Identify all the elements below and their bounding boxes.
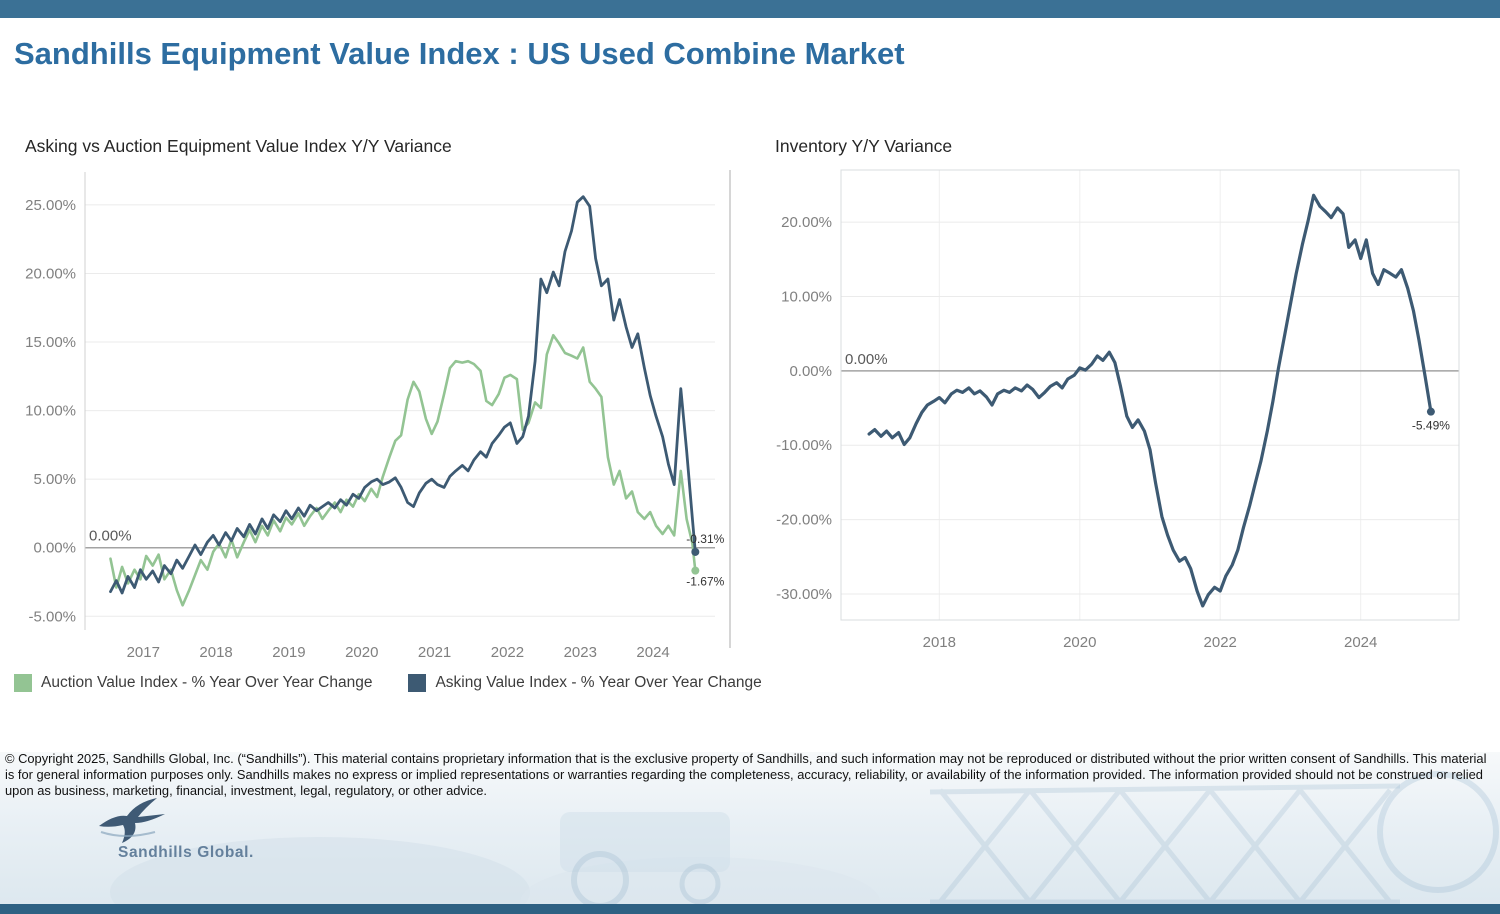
- svg-text:20.00%: 20.00%: [25, 265, 76, 282]
- svg-text:10.00%: 10.00%: [25, 403, 76, 420]
- svg-text:-5.49%: -5.49%: [1412, 419, 1450, 433]
- legend-item-auction: Auction Value Index - % Year Over Year C…: [14, 674, 372, 692]
- svg-text:2022: 2022: [1204, 634, 1237, 651]
- sandhills-logo: Sandhills Global.: [95, 792, 253, 861]
- asking-vs-auction-line-chart: -5.00% 0.00% 5.00% 10.00% 15.00% 20.00% 25.00%…: [25, 172, 725, 661]
- svg-text:2022: 2022: [491, 644, 524, 661]
- svg-text:-1.67%: -1.67%: [686, 575, 724, 589]
- svg-text:2018: 2018: [923, 634, 956, 651]
- logo-text: Sandhills Global.: [118, 844, 254, 861]
- svg-text:2019: 2019: [272, 644, 305, 661]
- svg-text:0.00%: 0.00%: [89, 528, 132, 545]
- inventory-line-chart: -30.00% -20.00% -10.00% 0.00% 10.00% 20.00% 20…: [776, 169, 1460, 651]
- svg-text:10.00%: 10.00%: [781, 288, 832, 305]
- svg-text:2024: 2024: [1344, 634, 1377, 651]
- svg-text:-5.00%: -5.00%: [28, 608, 76, 625]
- svg-text:2023: 2023: [564, 644, 597, 661]
- legend-label-auction: Auction Value Index - % Year Over Year C…: [41, 674, 373, 691]
- asking-series-swatch-icon: [408, 674, 427, 692]
- svg-text:25.00%: 25.00%: [25, 197, 76, 214]
- svg-text:2017: 2017: [127, 644, 160, 661]
- svg-text:2020: 2020: [345, 644, 378, 661]
- svg-text:2020: 2020: [1063, 634, 1096, 651]
- svg-text:-0.31%: -0.31%: [686, 532, 724, 546]
- bottom-accent-bar: [0, 904, 1500, 914]
- left-chart-title: Asking vs Auction Equipment Value Index …: [25, 136, 452, 156]
- svg-text:0.00%: 0.00%: [845, 351, 888, 368]
- svg-text:-10.00%: -10.00%: [776, 437, 832, 454]
- svg-text:2024: 2024: [636, 644, 669, 661]
- top-accent-bar: [0, 0, 1500, 18]
- svg-text:2021: 2021: [418, 644, 451, 661]
- right-chart-title: Inventory Y/Y Variance: [775, 136, 953, 156]
- chart-divider: [729, 170, 731, 648]
- svg-text:2018: 2018: [199, 644, 232, 661]
- sandhills-bird-logo-icon: [99, 798, 165, 843]
- svg-text:0.00%: 0.00%: [33, 540, 76, 557]
- svg-text:15.00%: 15.00%: [25, 334, 76, 351]
- legend-label-asking: Asking Value Index - % Year Over Year Ch…: [435, 674, 762, 691]
- svg-text:20.00%: 20.00%: [781, 214, 832, 231]
- copyright-text: © Copyright 2025, Sandhills Global, Inc.…: [5, 750, 1487, 799]
- svg-text:-30.00%: -30.00%: [776, 586, 832, 603]
- auction-series-swatch-icon: [14, 674, 32, 692]
- svg-text:5.00%: 5.00%: [33, 471, 76, 488]
- chart-legend: Auction Value Index - % Year Over Year C…: [14, 674, 762, 692]
- svg-text:-20.00%: -20.00%: [776, 512, 832, 529]
- background-combine-art: [0, 752, 1500, 904]
- page-title: Sandhills Equipment Value Index : US Use…: [14, 36, 905, 71]
- legend-item-asking: Asking Value Index - % Year Over Year Ch…: [408, 674, 762, 692]
- svg-text:0.00%: 0.00%: [789, 363, 832, 380]
